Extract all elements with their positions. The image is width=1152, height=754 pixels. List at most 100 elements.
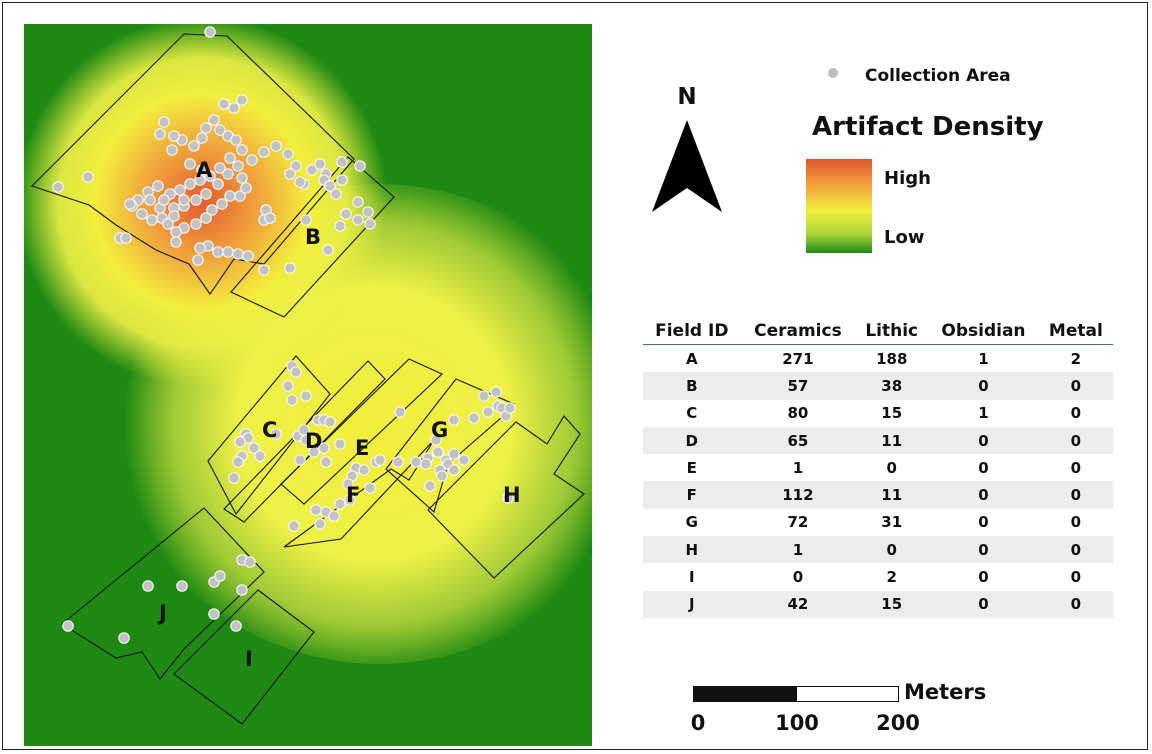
- collection-point[interactable]: [258, 146, 270, 158]
- collection-point[interactable]: [206, 204, 218, 216]
- collection-point[interactable]: [336, 156, 348, 168]
- collection-point[interactable]: [430, 434, 442, 446]
- collection-point[interactable]: [214, 570, 226, 582]
- collection-point[interactable]: [310, 504, 322, 516]
- collection-point[interactable]: [286, 394, 298, 406]
- collection-point[interactable]: [236, 94, 248, 106]
- collection-point[interactable]: [306, 164, 318, 176]
- collection-point[interactable]: [336, 174, 348, 186]
- collection-point[interactable]: [168, 210, 180, 222]
- collection-point[interactable]: [188, 140, 200, 152]
- collection-point[interactable]: [174, 184, 186, 196]
- collection-point[interactable]: [196, 164, 208, 176]
- collection-point[interactable]: [118, 632, 130, 644]
- collection-point[interactable]: [318, 442, 330, 454]
- field-i-boundary[interactable]: [173, 589, 315, 725]
- collection-point[interactable]: [192, 254, 204, 266]
- collection-point[interactable]: [170, 236, 182, 248]
- collection-point[interactable]: [448, 414, 460, 426]
- collection-point[interactable]: [424, 480, 436, 492]
- collection-point[interactable]: [468, 412, 480, 424]
- collection-point[interactable]: [364, 218, 376, 230]
- field-e-boundary[interactable]: [280, 358, 443, 505]
- collection-point[interactable]: [362, 206, 374, 218]
- collection-point[interactable]: [224, 152, 236, 164]
- collection-point[interactable]: [490, 386, 502, 398]
- collection-point[interactable]: [322, 244, 334, 256]
- collection-point[interactable]: [218, 98, 230, 110]
- collection-point[interactable]: [248, 442, 260, 454]
- collection-point[interactable]: [152, 180, 164, 192]
- collection-point[interactable]: [232, 456, 244, 468]
- collection-point[interactable]: [502, 492, 514, 504]
- collection-point[interactable]: [228, 102, 240, 114]
- collection-point[interactable]: [154, 128, 166, 140]
- collection-point[interactable]: [320, 456, 332, 468]
- collection-point[interactable]: [244, 556, 256, 568]
- collection-point[interactable]: [284, 262, 296, 274]
- collection-point[interactable]: [410, 456, 422, 468]
- collection-point[interactable]: [458, 454, 470, 466]
- collection-point[interactable]: [200, 122, 212, 134]
- field-j-boundary[interactable]: [61, 507, 265, 680]
- collection-point[interactable]: [82, 171, 94, 183]
- collection-point[interactable]: [62, 620, 74, 632]
- field-d-boundary[interactable]: [223, 360, 386, 523]
- collection-point[interactable]: [282, 148, 294, 160]
- collection-point[interactable]: [214, 162, 226, 174]
- collection-point[interactable]: [334, 498, 346, 510]
- collection-point[interactable]: [246, 154, 258, 166]
- collection-point[interactable]: [240, 182, 252, 194]
- collection-point[interactable]: [242, 250, 254, 262]
- collection-point[interactable]: [288, 520, 300, 532]
- collection-point[interactable]: [328, 510, 340, 522]
- collection-point[interactable]: [222, 246, 234, 258]
- collection-point[interactable]: [478, 390, 490, 402]
- collection-point[interactable]: [162, 218, 174, 230]
- collection-point[interactable]: [324, 416, 336, 428]
- collection-point[interactable]: [204, 26, 216, 38]
- collection-point[interactable]: [224, 190, 236, 202]
- collection-point[interactable]: [340, 208, 352, 220]
- collection-point[interactable]: [230, 134, 242, 146]
- collection-point[interactable]: [204, 170, 216, 182]
- field-f-boundary[interactable]: [283, 439, 435, 548]
- collection-point[interactable]: [270, 140, 282, 152]
- collection-point[interactable]: [314, 158, 326, 170]
- collection-point[interactable]: [124, 198, 136, 210]
- collection-point[interactable]: [200, 212, 212, 224]
- collection-point[interactable]: [212, 246, 224, 258]
- collection-point[interactable]: [196, 132, 208, 144]
- collection-point[interactable]: [392, 456, 404, 468]
- collection-point[interactable]: [300, 214, 312, 226]
- collection-point[interactable]: [436, 470, 448, 482]
- collection-point[interactable]: [344, 494, 356, 506]
- collection-point[interactable]: [432, 446, 444, 458]
- collection-point[interactable]: [448, 448, 460, 460]
- collection-point[interactable]: [176, 580, 188, 592]
- collection-point[interactable]: [230, 620, 242, 632]
- collection-point[interactable]: [358, 464, 370, 476]
- collection-point[interactable]: [354, 160, 366, 172]
- collection-point[interactable]: [232, 160, 244, 172]
- collection-point[interactable]: [208, 608, 220, 620]
- collection-point[interactable]: [448, 464, 460, 476]
- collection-point[interactable]: [254, 450, 266, 462]
- collection-point[interactable]: [190, 218, 202, 230]
- collection-point[interactable]: [308, 446, 320, 458]
- collection-point[interactable]: [178, 194, 190, 206]
- collection-point[interactable]: [136, 208, 148, 220]
- collection-point[interactable]: [282, 380, 294, 392]
- collection-point[interactable]: [222, 168, 234, 180]
- collection-point[interactable]: [232, 248, 244, 260]
- collection-point[interactable]: [352, 214, 364, 226]
- collection-point[interactable]: [300, 390, 312, 402]
- collection-point[interactable]: [290, 160, 302, 172]
- collection-point[interactable]: [290, 366, 302, 378]
- collection-point[interactable]: [212, 178, 224, 190]
- collection-point[interactable]: [330, 188, 342, 200]
- collection-point[interactable]: [364, 482, 376, 494]
- collection-point[interactable]: [166, 144, 178, 156]
- collection-point[interactable]: [236, 144, 248, 156]
- collection-point[interactable]: [142, 580, 154, 592]
